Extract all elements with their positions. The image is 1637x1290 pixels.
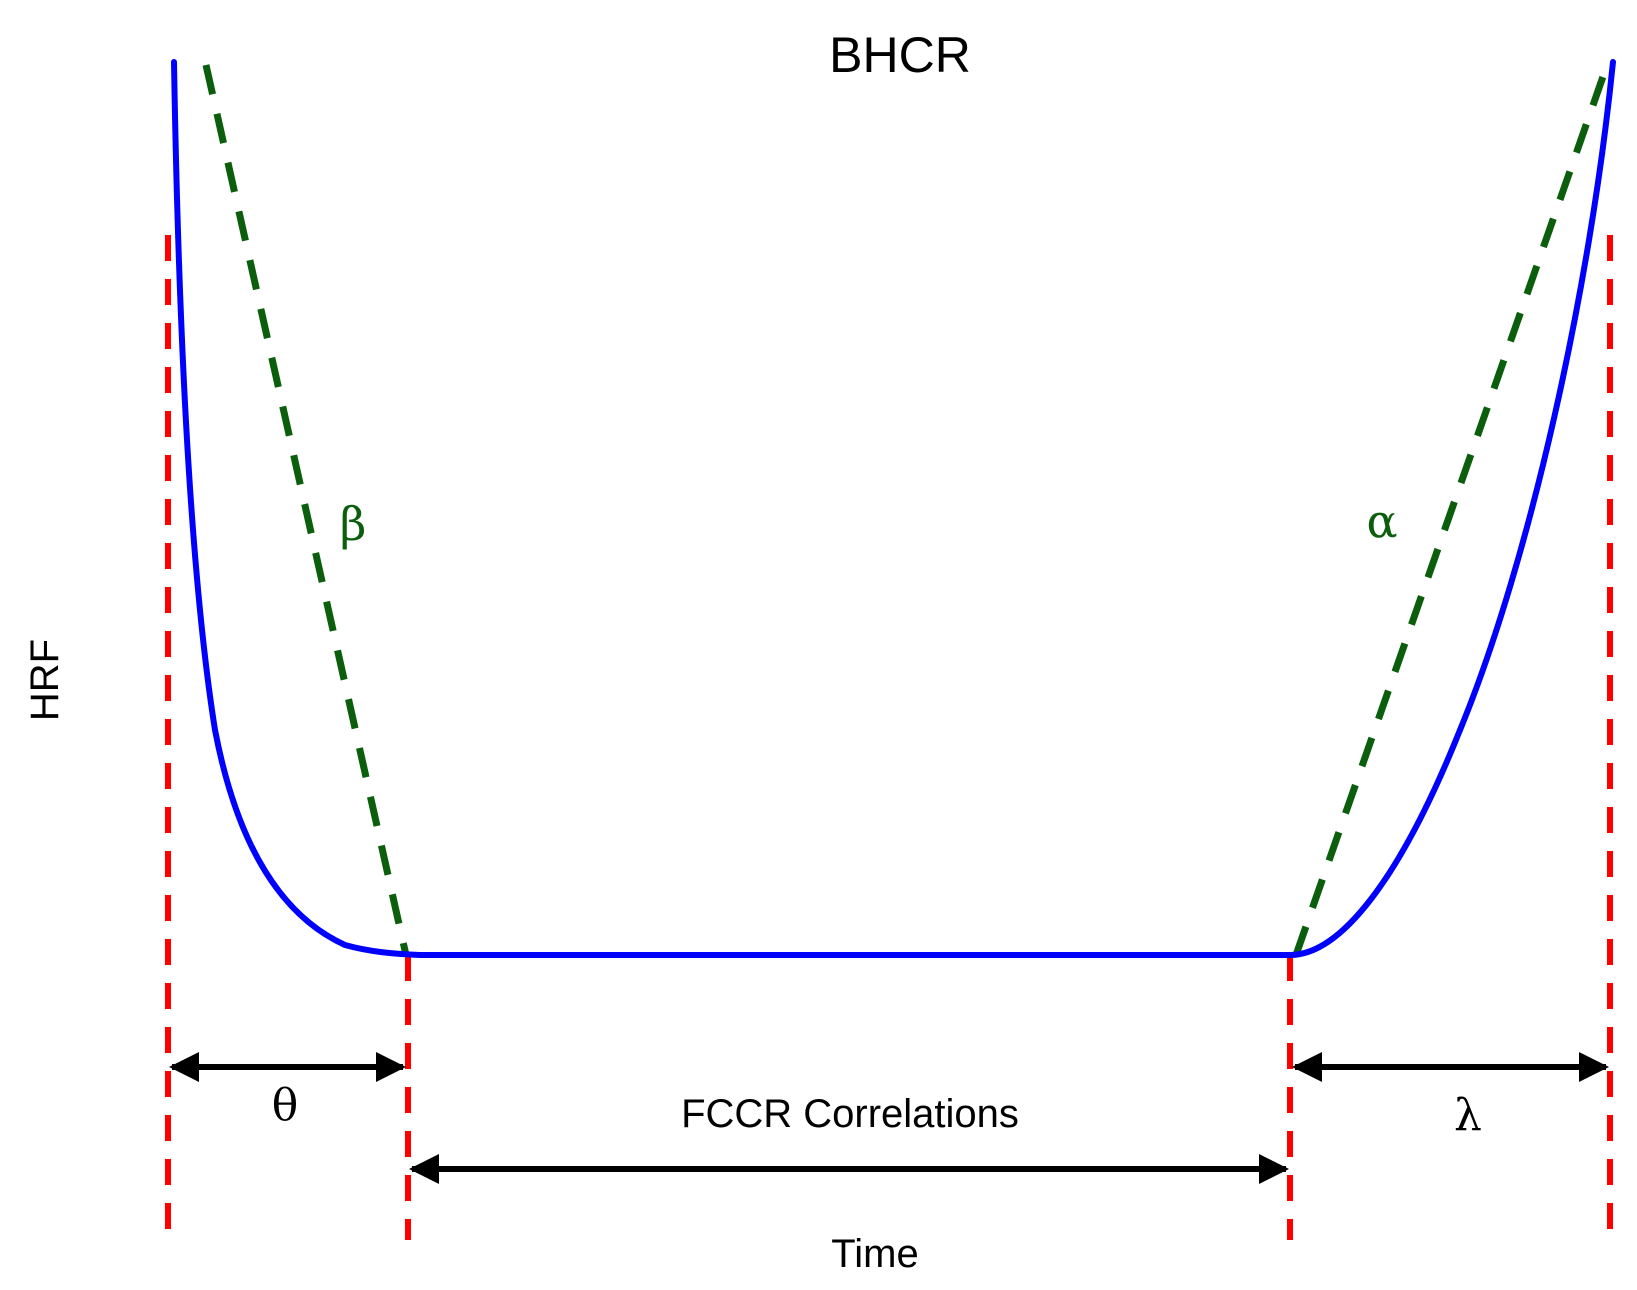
hrf-curve (171, 59, 1616, 958)
tangent-line-alpha (1292, 66, 1610, 957)
tangent-line-beta (202, 64, 410, 956)
lambda-label: λ (1454, 1090, 1482, 1141)
x-axis-label: Time (831, 1232, 918, 1276)
alpha-label: α (1366, 494, 1397, 548)
y-axis-label: HRF (23, 639, 67, 721)
diagram-title: BHCR (829, 27, 971, 83)
beta-label: β (340, 497, 367, 551)
fccr-label: FCCR Correlations (681, 1092, 1019, 1136)
theta-label: θ (272, 1080, 299, 1131)
